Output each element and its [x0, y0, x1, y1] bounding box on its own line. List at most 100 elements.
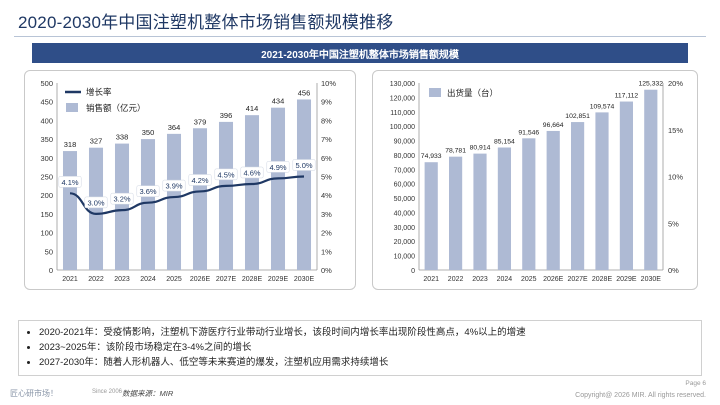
bar-value-label: 78,781	[445, 148, 466, 155]
bar-shipments	[424, 162, 438, 270]
x-tick-label: 2029E	[616, 276, 637, 283]
bar-value-label: 338	[116, 133, 129, 142]
y-tick-label-left: 130,000	[390, 81, 415, 88]
y-tick-label-right: 3%	[321, 210, 332, 219]
bar-shipments	[546, 130, 560, 270]
page-title: 2020-2030年中国注塑机整体市场销售额规模推移	[18, 13, 394, 32]
sales-chart: 0 50 100 150 200 250 300 350 400 450 500 0% 1% 2% 3% 4%…	[40, 79, 336, 283]
y-tick-label-left: 200	[40, 191, 53, 200]
y-tick-label-left: 0	[49, 266, 53, 275]
bar-value-label: 74,933	[421, 153, 442, 160]
bar-shipments	[497, 147, 511, 270]
bar-value-label: 327	[90, 137, 103, 146]
note-item: 2023~2025年：该阶段市场稳定在3-4%之间的增长	[39, 340, 701, 355]
y-tick-label-right: 9%	[321, 98, 332, 107]
legend-bar-swatch	[66, 103, 78, 112]
growth-rate-label: 5.0%	[295, 161, 312, 170]
y-tick-label-right: 10%	[668, 173, 683, 182]
y-tick-label-right: 2%	[321, 229, 332, 238]
sales-chart-panel: 0 50 100 150 200 250 300 350 400 450 500 0% 1% 2% 3% 4%…	[24, 70, 356, 290]
growth-rate-label: 3.2%	[113, 195, 130, 204]
bar-value-label: 80,914	[470, 145, 491, 152]
growth-label-box	[58, 176, 82, 188]
y-tick-label-left: 40,000	[394, 210, 416, 217]
bar-sales	[218, 121, 234, 270]
growth-rate-label: 4.9%	[269, 163, 286, 172]
legend-bar-swatch	[429, 88, 441, 97]
bar-sales	[192, 128, 208, 270]
y-tick-label-right: 1%	[321, 247, 332, 256]
page-number: Page 6	[685, 380, 706, 387]
y-tick-label-left: 50,000	[394, 196, 416, 203]
bar-sales	[114, 143, 130, 270]
x-tick-label: 2027E	[216, 276, 237, 283]
y-tick-label-right: 0%	[668, 266, 679, 275]
x-tick-label: 2021	[62, 276, 78, 283]
y-tick-label-left: 500	[40, 79, 53, 88]
bar-sales	[140, 139, 156, 270]
notes-box: 2020-2021年：受疫情影响，注塑机下游医疗行业带动行业增长，该段时间内增长…	[18, 320, 702, 376]
bar-value-label: 91,546	[518, 129, 539, 136]
growth-rate-label: 3.9%	[165, 182, 182, 191]
x-tick-label: 2030E	[294, 276, 315, 283]
bar-shipments	[644, 89, 658, 270]
y-tick-label-right: 5%	[321, 173, 332, 182]
legend-growth-rate: 增长率	[86, 87, 112, 97]
y-tick-label-left: 100	[40, 229, 53, 238]
y-tick-label-left: 450	[40, 98, 53, 107]
bar-value-label: 96,664	[543, 122, 564, 129]
y-tick-label-left: 350	[40, 135, 53, 144]
bar-value-label: 350	[142, 128, 155, 137]
shipment-chart-panel: 0 10,000 20,000 30,000 40,000 50,000 60,000 70,…	[372, 70, 698, 290]
bar-value-label: 125,332	[639, 81, 664, 88]
growth-label-box	[136, 185, 160, 197]
y-tick-label-left: 10,000	[394, 254, 416, 261]
x-tick-label: 2026E	[543, 276, 564, 283]
y-tick-label-left: 70,000	[394, 167, 416, 174]
growth-label-box	[188, 174, 212, 186]
bar-shipments	[571, 122, 585, 270]
y-tick-label-left: 20,000	[394, 239, 416, 246]
bar-value-label: 364	[168, 123, 181, 132]
x-tick-label: 2028E	[242, 276, 263, 283]
chart-banner: 2021-2030年中国注塑机整体市场销售额规模	[32, 43, 688, 63]
growth-rate-line	[69, 175, 305, 216]
legend-sales: 销售额（亿元）	[86, 103, 146, 113]
y-tick-label-right: 4%	[321, 191, 332, 200]
y-tick-label-right: 15%	[668, 126, 683, 135]
growth-label-box	[84, 196, 108, 209]
y-tick-label-right: 0%	[321, 266, 332, 275]
copyright: Copyright@ 2026 MIR. All rights reserved…	[575, 392, 706, 399]
growth-rate-label: 4.5%	[217, 170, 234, 179]
bar-sales	[296, 99, 312, 271]
x-tick-label: 2022	[448, 276, 464, 283]
bar-value-label: 109,574	[590, 103, 615, 110]
x-tick-label: 2027E	[567, 276, 588, 283]
growth-label-box	[240, 166, 264, 179]
growth-rate-label: 4.1%	[61, 178, 78, 187]
footer-since: Since 2006	[92, 389, 123, 395]
bar-value-label: 456	[298, 88, 311, 97]
y-tick-label-left: 120,000	[390, 95, 415, 102]
legend-shipments: 出货量（台）	[447, 88, 498, 98]
shipment-chart: 0 10,000 20,000 30,000 40,000 50,000 60,000 70,…	[390, 79, 684, 283]
x-tick-label: 2028E	[592, 276, 613, 283]
y-tick-label-left: 90,000	[394, 139, 416, 146]
y-tick-label-right: 5%	[668, 219, 679, 228]
bar-sales	[88, 147, 104, 270]
x-tick-label: 2030E	[641, 276, 662, 283]
bar-value-label: 85,154	[494, 139, 515, 146]
x-tick-label: 2023	[472, 276, 488, 283]
x-tick-label: 2029E	[268, 276, 289, 283]
growth-rate-label: 3.0%	[87, 198, 104, 207]
bar-sales	[244, 115, 260, 270]
x-tick-label: 2022	[88, 276, 104, 283]
bar-sales	[166, 133, 182, 270]
data-source: 数据来源：MIR	[122, 389, 174, 398]
y-tick-label-left: 150	[40, 210, 53, 219]
note-item: 2027-2030年：随着人形机器人、低空等未来赛道的爆发，注塑机应用需求持续增…	[39, 355, 701, 370]
growth-rate-label: 4.2%	[191, 176, 208, 185]
growth-rate-label: 3.6%	[139, 187, 156, 196]
y-tick-label-right: 6%	[321, 154, 332, 163]
bar-shipments	[522, 138, 536, 270]
